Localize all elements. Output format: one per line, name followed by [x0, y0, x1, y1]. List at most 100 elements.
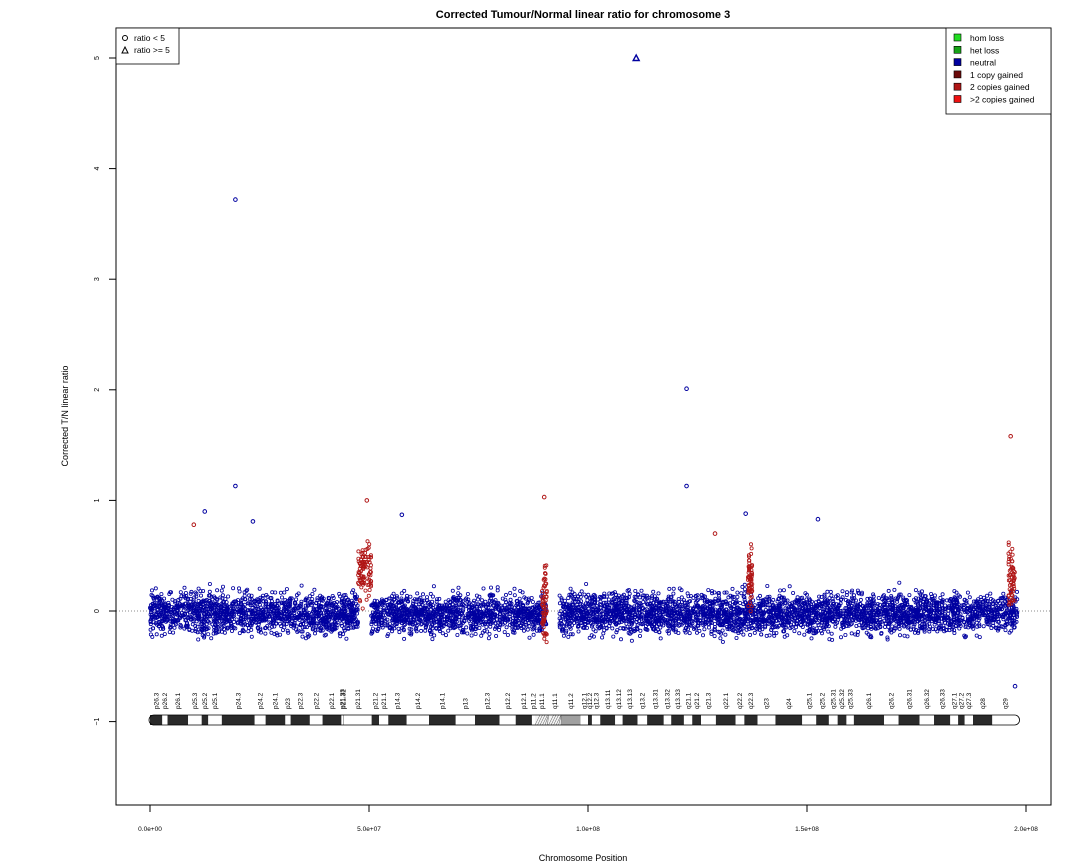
data-point: [331, 609, 336, 614]
data-point: [257, 586, 262, 591]
data-point: [229, 629, 234, 634]
data-point: [213, 603, 218, 608]
data-point: [231, 606, 236, 611]
data-point: [257, 611, 262, 616]
data-point: [249, 634, 254, 639]
data-point: [263, 610, 268, 615]
data-point: [355, 603, 360, 608]
data-point: [280, 628, 285, 633]
data-point: [269, 630, 274, 635]
data-point: [344, 595, 349, 600]
data-point: [152, 597, 157, 602]
plot-area: p26.3 p26.2 p26.1 p25.3 p25.2 p25.1 p24.3 p24.2…: [115, 27, 1052, 806]
data-point: [247, 608, 252, 613]
data-point: [191, 610, 196, 615]
data-point: [172, 625, 177, 630]
data-point: [310, 592, 315, 597]
data-point: [149, 615, 154, 620]
data-point: [275, 608, 280, 613]
data-point: [184, 625, 189, 630]
data-point: [275, 598, 280, 603]
data-point: [415, 591, 420, 596]
data-point: [334, 600, 339, 605]
data-point: [183, 591, 188, 596]
data-point: [220, 584, 225, 589]
data-point: [333, 625, 338, 630]
data-point: [153, 586, 158, 591]
data-point: [239, 614, 244, 619]
data-point: [238, 600, 243, 605]
data-point: [284, 587, 289, 592]
data-point: [211, 631, 216, 636]
data-point: [157, 610, 162, 615]
data-point: [323, 609, 328, 614]
data-point: [278, 621, 283, 626]
data-point: [253, 611, 258, 616]
data-point: [318, 604, 323, 609]
data-point: [340, 596, 345, 601]
data-point: [161, 626, 166, 631]
data-point: [238, 616, 243, 621]
data-point: [211, 619, 216, 624]
data-point: [300, 625, 305, 630]
data-point: [242, 593, 247, 598]
data-points: [147, 53, 1020, 689]
data-point: [307, 594, 312, 599]
data-point: [311, 617, 316, 622]
data-point: [326, 598, 331, 603]
data-point: [274, 603, 279, 608]
data-point: [342, 628, 347, 633]
data-point: [282, 590, 287, 595]
data-point: [162, 604, 167, 609]
data-point: [241, 605, 246, 610]
data-point: [242, 619, 247, 624]
data-point: [279, 595, 284, 600]
data-point: [206, 626, 211, 631]
data-point: [226, 612, 231, 617]
data-point: [323, 616, 328, 621]
data-point: [341, 626, 346, 631]
data-point: [192, 595, 197, 600]
data-point: [268, 603, 273, 608]
data-point: [292, 606, 297, 611]
data-point: [341, 605, 346, 610]
data-point: [286, 630, 291, 635]
data-point: [231, 601, 236, 606]
data-point: [340, 614, 345, 619]
data-point: [278, 632, 283, 637]
data-point: [179, 594, 184, 599]
data-point: [265, 624, 270, 629]
data-point: [332, 616, 337, 621]
data-point: [279, 624, 284, 629]
data-point: [188, 604, 193, 609]
data-point: [187, 627, 192, 632]
data-point: [503, 597, 508, 602]
data-point: [157, 595, 162, 600]
data-point: [215, 611, 220, 616]
data-point: [310, 621, 315, 626]
data-point: [192, 617, 197, 622]
data-point: [240, 629, 245, 634]
data-point: [296, 616, 301, 621]
data-point: [218, 605, 223, 610]
data-point: [275, 615, 280, 620]
data-point: [257, 615, 262, 620]
data-point: [306, 611, 311, 616]
data-point: [207, 589, 212, 594]
data-point: [348, 608, 353, 613]
data-point: [193, 629, 198, 634]
data-point: [226, 625, 231, 630]
data-point: [269, 607, 274, 612]
data-point: [195, 630, 200, 635]
data-point: [192, 601, 197, 606]
data-point: [305, 598, 310, 603]
data-point: [292, 610, 297, 615]
data-point: [308, 616, 313, 621]
data-point: [164, 618, 169, 623]
data-point: [178, 590, 183, 595]
data-point: [247, 593, 252, 598]
data-point: [215, 588, 220, 593]
data-point: [261, 599, 266, 604]
data-point: [258, 595, 263, 600]
